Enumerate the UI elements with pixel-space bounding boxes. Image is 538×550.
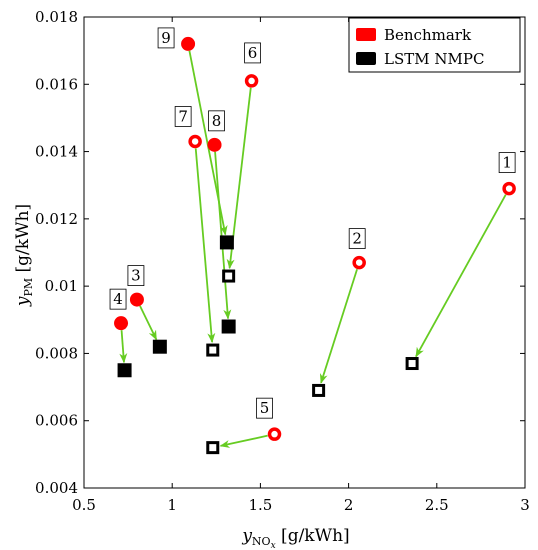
lstm-point-2 <box>312 383 326 397</box>
y-tick-label: 0.006 <box>35 412 78 430</box>
point-label-box <box>109 288 127 310</box>
point-label-box <box>174 106 192 127</box>
point-label-2: 2 <box>348 228 366 249</box>
arrows-layer <box>119 50 507 448</box>
point-label-box <box>127 265 145 287</box>
point-label-4: 4 <box>109 288 127 310</box>
legend-box <box>348 17 521 73</box>
benchmark-point-2 <box>352 255 366 270</box>
plot-area-frame <box>83 16 526 489</box>
point-label-text: 2 <box>352 230 362 248</box>
x-tick-label: 2.5 <box>425 496 449 514</box>
point-label-9: 9 <box>157 27 175 49</box>
x-tick-label: 0.5 <box>72 496 96 514</box>
arrow-8 <box>214 151 232 320</box>
y-tick-label: 0.01 <box>45 277 78 295</box>
lstm-point-8 <box>221 319 236 334</box>
point-label-text: 9 <box>161 29 171 47</box>
point-label-box <box>208 110 225 132</box>
point-label-5: 5 <box>256 397 273 419</box>
lstm-point-4 <box>117 363 132 378</box>
benchmark-point-1 <box>502 181 516 196</box>
x-tick-label: 2 <box>344 496 354 514</box>
arrow-4 <box>119 330 128 364</box>
arrow-2 <box>319 268 358 384</box>
y-tick-label: 0.014 <box>35 143 78 161</box>
y-tick-label: 0.004 <box>35 479 78 497</box>
arrow-1 <box>415 194 507 358</box>
legend: Benchmark LSTM NMPC <box>348 17 521 73</box>
labels-layer: 1 2 34 5 6 7 8 9 <box>109 27 516 419</box>
x-tick-label: 1 <box>167 496 177 514</box>
lstm-point-9 <box>219 235 234 250</box>
point-label-box <box>348 228 366 249</box>
point-label-text: 7 <box>178 107 188 125</box>
point-label-text: 3 <box>131 267 141 285</box>
arrow-7 <box>194 148 216 344</box>
point-label-text: 5 <box>260 399 270 417</box>
point-label-box <box>256 397 273 419</box>
point-label-box <box>244 42 261 64</box>
y-tick-label: 0.008 <box>35 344 78 362</box>
benchmark-point-4 <box>114 316 129 331</box>
legend-label-benchmark: Benchmark <box>384 26 472 44</box>
y-tick-label: 0.018 <box>35 8 78 26</box>
x-tick-label: 3 <box>520 496 530 514</box>
benchmark-point-5 <box>267 427 282 441</box>
lstm-point-7 <box>206 343 220 357</box>
lstm-point-6 <box>222 269 236 283</box>
legend-swatch-benchmark <box>356 28 376 41</box>
arrow-3 <box>139 305 158 341</box>
point-label-6: 6 <box>244 42 261 64</box>
point-label-box <box>498 152 516 173</box>
point-label-text: 4 <box>113 290 123 308</box>
x-tick-label: 1.5 <box>248 496 272 514</box>
point-label-text: 1 <box>502 154 512 172</box>
y-tick-label: 0.012 <box>35 210 78 228</box>
benchmark-point-8 <box>207 137 222 152</box>
lstm-point-1 <box>405 357 419 371</box>
point-label-1: 1 <box>498 152 516 173</box>
point-label-box <box>157 27 175 49</box>
x-axis-label: yNOx [g/kWh] <box>241 526 349 550</box>
y-axis-label: yPM [g/kWh] <box>13 204 35 307</box>
arrow-9 <box>188 50 228 236</box>
legend-label-lstm-nmpc: LSTM NMPC <box>384 50 484 68</box>
point-label-7: 7 <box>174 106 192 127</box>
points-layer <box>114 36 516 455</box>
benchmark-point-7 <box>188 134 202 149</box>
point-label-text: 8 <box>212 112 222 130</box>
legend-swatch-lstm-nmpc <box>356 52 376 65</box>
axis-ticks: 0.5 1 1.5 2 2.5 3 0.004 0.006 0.008 0.01 0.012 0.01… <box>35 8 530 514</box>
point-label-8: 8 <box>208 110 225 132</box>
benchmark-point-6 <box>244 74 259 88</box>
benchmark-point-9 <box>181 36 196 51</box>
arrow-5 <box>219 434 268 448</box>
lstm-point-5 <box>206 441 220 455</box>
benchmark-point-3 <box>129 292 144 307</box>
lstm-point-3 <box>152 339 167 354</box>
y-tick-label: 0.016 <box>35 75 78 93</box>
point-label-text: 6 <box>248 44 258 62</box>
point-label-3: 3 <box>127 265 145 287</box>
